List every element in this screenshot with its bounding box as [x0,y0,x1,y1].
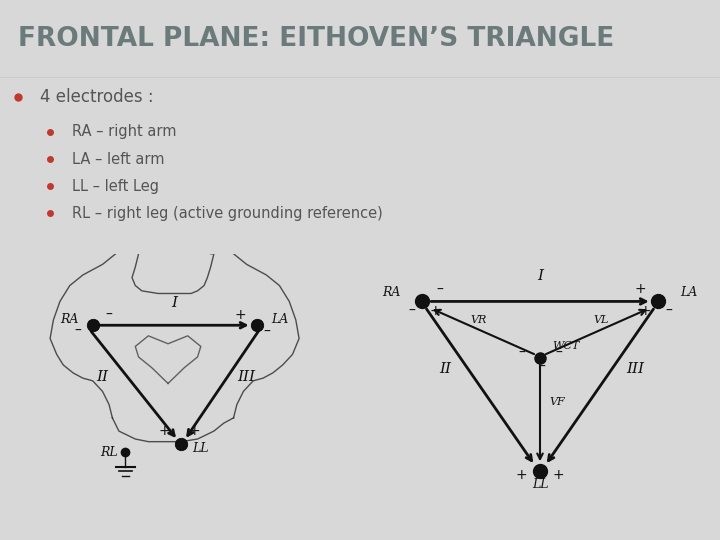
Text: +: + [159,424,171,438]
Text: RA: RA [382,286,400,299]
Text: I: I [171,296,178,310]
Text: –: – [665,303,672,318]
Text: LL: LL [532,478,548,491]
Text: +: + [634,282,646,296]
Text: III: III [626,362,644,376]
Text: –: – [518,346,525,360]
Text: +: + [639,303,651,318]
Text: +: + [234,308,246,322]
Text: II: II [439,362,451,376]
Text: RL: RL [100,446,118,459]
Text: II: II [96,370,109,384]
Text: +: + [429,303,441,318]
Text: RA – right arm: RA – right arm [72,125,176,139]
Text: VF: VF [549,396,564,407]
Text: LL – left Leg: LL – left Leg [72,179,159,194]
Text: –: – [555,346,562,360]
Text: –: – [263,325,270,339]
Text: FRONTAL PLANE: EITHOVEN’S TRIANGLE: FRONTAL PLANE: EITHOVEN’S TRIANGLE [18,26,614,52]
Text: –: – [437,282,444,296]
Text: –: – [106,308,112,322]
Text: –: – [539,360,545,374]
Text: VL: VL [593,315,608,325]
Text: VR: VR [471,315,487,325]
Text: LL: LL [192,442,209,455]
Text: RL – right leg (active grounding reference): RL – right leg (active grounding referen… [72,206,383,221]
Text: LA – left arm: LA – left arm [72,152,164,166]
Text: RA: RA [60,313,79,326]
Text: –: – [408,303,415,318]
Text: 4 electrodes :: 4 electrodes : [40,88,153,106]
Text: LA: LA [271,313,288,326]
Text: –: – [75,323,81,338]
Text: WCT: WCT [552,341,579,350]
Text: LA: LA [680,286,698,299]
Text: +: + [516,468,527,482]
Text: +: + [553,468,564,482]
Text: +: + [189,424,200,438]
Text: I: I [537,269,543,284]
Text: III: III [238,370,256,384]
